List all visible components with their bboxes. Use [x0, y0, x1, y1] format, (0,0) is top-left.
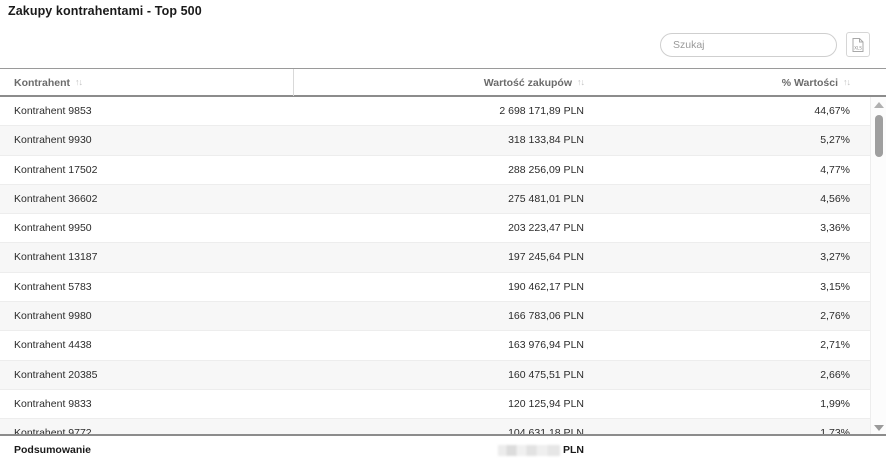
cell-wartosc-zakupow: 318 133,84 PLN [508, 134, 584, 147]
table-row[interactable]: Kontrahent 9833 120 125,94 PLN 1,99% [0, 389, 886, 420]
table-row[interactable]: Kontrahent 17502 288 256,09 PLN 4,77% [0, 155, 886, 185]
data-table: Kontrahent ↑↓ Wartość zakupów ↑↓ % Warto… [0, 68, 886, 436]
vertical-scrollbar[interactable] [870, 97, 886, 434]
table-row[interactable]: Kontrahent 36602 275 481,01 PLN 4,56% [0, 184, 886, 215]
toolbar: XLS [660, 32, 870, 57]
table-row[interactable]: Kontrahent 5783 190 462,17 PLN 3,15% [0, 272, 886, 303]
xls-file-icon: XLS [852, 37, 864, 52]
cell-wartosc-zakupow: 275 481,01 PLN [508, 192, 584, 205]
cell-procent-wartosci: 3,36% [820, 222, 850, 235]
cell-wartosc-zakupow: 163 976,94 PLN [508, 339, 584, 352]
cell-procent-wartosci: 44,67% [814, 105, 850, 117]
cell-procent-wartosci: 5,27% [820, 134, 850, 147]
cell-kontrahent: Kontrahent 20385 [14, 368, 98, 381]
column-header-wartosc-zakupow[interactable]: Wartość zakupów ↑↓ [293, 69, 585, 96]
cell-wartosc-zakupow: 190 462,17 PLN [508, 280, 584, 293]
cell-wartosc-zakupow: 2 698 171,89 PLN [499, 105, 584, 117]
cell-wartosc-zakupow: 288 256,09 PLN [508, 163, 584, 176]
table-row[interactable]: Kontrahent 13187 197 245,64 PLN 3,27% [0, 243, 886, 273]
cell-kontrahent: Kontrahent 9980 [14, 310, 92, 323]
cell-procent-wartosci: 3,27% [820, 251, 850, 264]
table-body: Kontrahent 9853 2 698 171,89 PLN 44,67% Kon… [0, 97, 886, 436]
cell-kontrahent: Kontrahent 9853 [14, 105, 92, 117]
cell-wartosc-zakupow: 166 783,06 PLN [508, 310, 584, 323]
column-header-kontrahent-label: Kontrahent [14, 76, 70, 89]
sort-arrows-icon[interactable]: ↑↓ [75, 77, 83, 87]
svg-text:XLS: XLS [854, 45, 862, 50]
summary-value: PLN [293, 444, 584, 456]
cell-kontrahent: Kontrahent 13187 [14, 251, 98, 264]
cell-kontrahent: Kontrahent 36602 [14, 192, 98, 205]
cell-procent-wartosci: 3,15% [820, 280, 850, 293]
scroll-up-arrow-icon[interactable] [874, 102, 884, 108]
header-column-divider [293, 69, 294, 96]
cell-procent-wartosci: 1,99% [820, 397, 850, 410]
search-box[interactable] [660, 32, 837, 57]
table-header-row: Kontrahent ↑↓ Wartość zakupów ↑↓ % Warto… [0, 68, 886, 97]
column-header-kontrahent[interactable]: Kontrahent ↑↓ [14, 69, 83, 96]
column-header-procent-wartosci-label: % Wartości [781, 76, 838, 89]
cell-procent-wartosci: 2,76% [820, 310, 850, 323]
summary-currency: PLN [563, 444, 584, 456]
search-input[interactable] [661, 33, 836, 56]
cell-kontrahent: Kontrahent 4438 [14, 339, 92, 352]
scroll-down-arrow-icon[interactable] [874, 425, 884, 431]
table-rows-host: Kontrahent 9853 2 698 171,89 PLN 44,67% Kon… [0, 97, 886, 436]
cell-procent-wartosci: 4,77% [820, 163, 850, 176]
cell-kontrahent: Kontrahent 9833 [14, 397, 92, 410]
table-row[interactable]: Kontrahent 9772 104 631,18 PLN 1,73% [0, 419, 886, 436]
table-row[interactable]: Kontrahent 9930 318 133,84 PLN 5,27% [0, 126, 886, 156]
cell-wartosc-zakupow: 120 125,94 PLN [508, 397, 584, 410]
table-row[interactable]: Kontrahent 20385 160 475,51 PLN 2,66% [0, 360, 886, 390]
cell-wartosc-zakupow: 197 245,64 PLN [508, 251, 584, 264]
cell-kontrahent: Kontrahent 9930 [14, 134, 92, 147]
column-header-wartosc-zakupow-label: Wartość zakupów [483, 76, 572, 89]
scrollbar-thumb[interactable] [875, 115, 883, 157]
cell-kontrahent: Kontrahent 9772 [14, 427, 92, 436]
sort-arrows-icon[interactable]: ↑↓ [577, 77, 585, 87]
cell-kontrahent: Kontrahent 17502 [14, 163, 98, 176]
summary-label: Podsumowanie [14, 444, 92, 456]
cell-wartosc-zakupow: 160 475,51 PLN [508, 368, 584, 381]
table-row[interactable]: Kontrahent 9950 203 223,47 PLN 3,36% [0, 214, 886, 244]
cell-wartosc-zakupow: 104 631,18 PLN [508, 427, 584, 436]
table-row[interactable]: Kontrahent 4438 163 976,94 PLN 2,71% [0, 331, 886, 361]
column-header-procent-wartosci[interactable]: % Wartości ↑↓ [600, 69, 851, 96]
cell-procent-wartosci: 4,56% [820, 192, 850, 205]
summary-row: Podsumowanie PLN [0, 441, 886, 465]
cell-wartosc-zakupow: 203 223,47 PLN [508, 222, 584, 235]
export-xls-button[interactable]: XLS [846, 32, 870, 57]
cell-kontrahent: Kontrahent 9950 [14, 222, 92, 235]
redacted-value [498, 444, 560, 456]
table-row[interactable]: Kontrahent 9853 2 698 171,89 PLN 44,67% [0, 97, 886, 127]
sort-arrows-icon[interactable]: ↑↓ [843, 77, 851, 87]
page-title: Zakupy kontrahentami - Top 500 [8, 4, 202, 18]
cell-procent-wartosci: 2,66% [820, 368, 850, 381]
cell-kontrahent: Kontrahent 5783 [14, 280, 92, 293]
cell-procent-wartosci: 1,73% [820, 427, 850, 436]
cell-procent-wartosci: 2,71% [820, 339, 850, 352]
table-row[interactable]: Kontrahent 9980 166 783,06 PLN 2,76% [0, 302, 886, 332]
